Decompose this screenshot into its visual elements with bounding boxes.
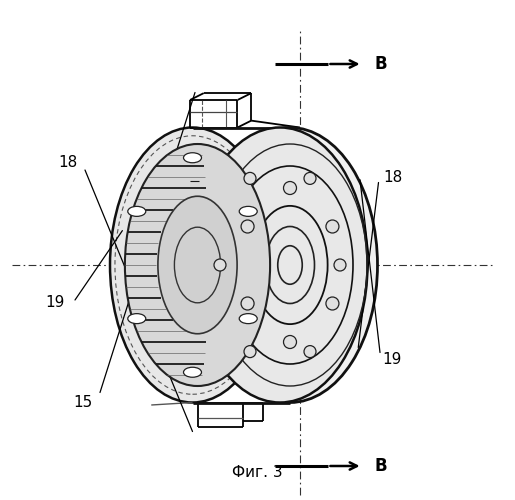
Ellipse shape [241,220,254,233]
Ellipse shape [326,220,339,233]
Text: 18: 18 [58,155,77,170]
Ellipse shape [128,206,146,216]
Ellipse shape [283,336,297,348]
Text: B: B [374,457,387,475]
Ellipse shape [326,297,339,310]
Text: B: B [374,55,387,73]
Ellipse shape [214,259,226,271]
Text: Фиг. 3: Фиг. 3 [232,465,283,480]
Ellipse shape [193,128,368,402]
Ellipse shape [239,314,257,324]
Text: 18: 18 [383,170,402,185]
Ellipse shape [125,144,270,386]
Text: 15: 15 [73,395,92,410]
Ellipse shape [202,128,377,402]
Ellipse shape [241,297,254,310]
Ellipse shape [239,206,257,216]
Ellipse shape [244,172,256,184]
Ellipse shape [334,259,346,271]
Ellipse shape [128,314,146,324]
Ellipse shape [304,172,316,184]
Ellipse shape [183,153,201,163]
Ellipse shape [110,128,275,402]
Ellipse shape [158,196,237,334]
Text: 19: 19 [383,352,402,368]
Ellipse shape [283,182,297,194]
Text: 19: 19 [45,295,65,310]
Ellipse shape [244,346,256,358]
Ellipse shape [183,367,201,378]
Ellipse shape [304,346,316,358]
